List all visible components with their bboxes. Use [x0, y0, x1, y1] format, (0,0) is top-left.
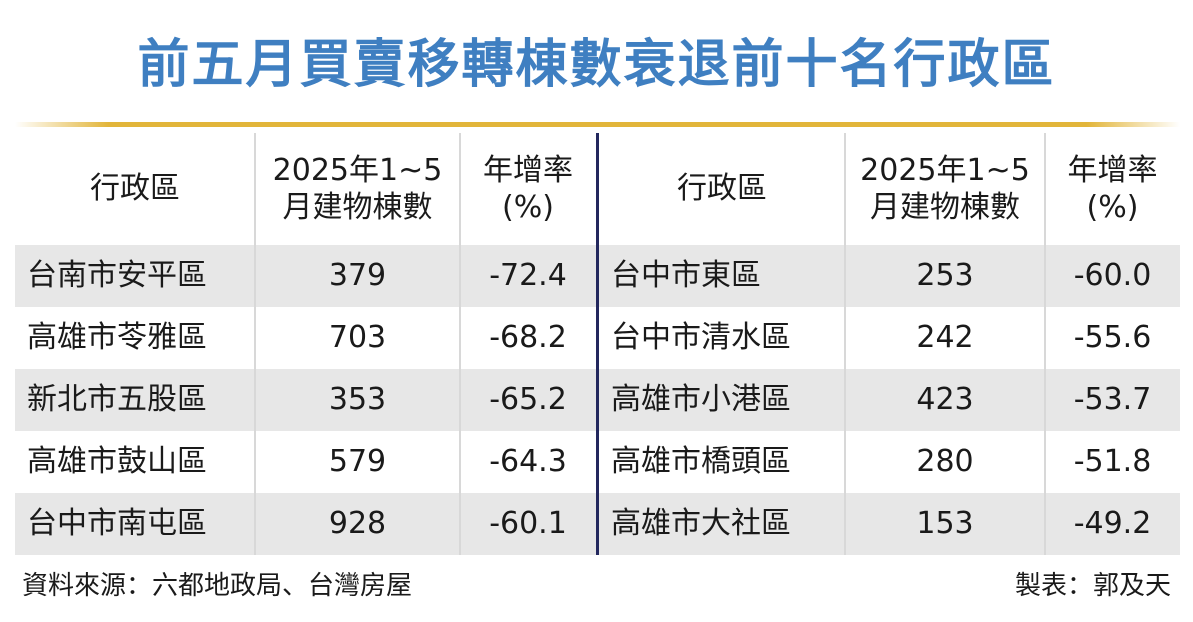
row-band — [599, 369, 1180, 431]
value-cell: 703 — [328, 320, 387, 356]
value-cell: -68.2 — [489, 320, 567, 356]
district: 高雄市苓雅區 — [27, 320, 207, 356]
district: 高雄市橋頭區 — [611, 444, 791, 480]
credit: 製表：郭及天 — [1014, 571, 1171, 601]
district: 高雄市鼓山區 — [27, 444, 207, 480]
value-cell: -53.7 — [1073, 382, 1152, 418]
value-cell: 928 — [328, 506, 387, 542]
header-cell: 行政區 — [677, 171, 767, 207]
row-band — [15, 245, 596, 307]
header-cell: 2025年1~5 月建物棟數 — [860, 152, 1030, 226]
district: 台南市安平區 — [27, 258, 207, 294]
value-cell: -72.4 — [489, 258, 567, 294]
row-band — [599, 245, 1180, 307]
value-cell: -64.3 — [489, 444, 567, 480]
source: 資料來源：六都地政局、台灣房屋 — [22, 571, 413, 601]
value-cell: 253 — [916, 258, 974, 294]
row-band — [15, 369, 596, 431]
value-cell: -60.0 — [1073, 258, 1152, 294]
gold-rule — [15, 122, 1180, 127]
value-cell: 280 — [916, 444, 974, 480]
value-cell: 353 — [328, 382, 387, 418]
table-divider — [596, 133, 599, 555]
title: 前五月買賣移轉棟數衰退前十名行政區 — [137, 35, 1056, 95]
header-cell: 行政區 — [90, 171, 180, 207]
row-band — [599, 493, 1180, 555]
column-line — [844, 133, 846, 555]
header-cell: 2025年1~5 月建物棟數 — [272, 152, 443, 226]
value-cell: 153 — [916, 506, 974, 542]
value-cell: 423 — [916, 382, 974, 418]
district: 台中市清水區 — [611, 320, 791, 356]
column-line — [254, 133, 256, 555]
value-cell: -65.2 — [489, 382, 567, 418]
value-cell: -60.1 — [489, 506, 567, 542]
district: 高雄市小港區 — [611, 382, 791, 418]
district: 台中市東區 — [611, 258, 761, 294]
header-cell: 年增率 (%) — [1067, 152, 1158, 226]
row-band — [15, 493, 596, 555]
value-cell: -49.2 — [1073, 506, 1152, 542]
column-line — [459, 133, 461, 555]
district: 高雄市大社區 — [611, 506, 791, 542]
column-line — [1044, 133, 1046, 555]
value-cell: 242 — [916, 320, 974, 356]
district: 新北市五股區 — [27, 382, 207, 418]
value-cell: 379 — [328, 258, 387, 294]
header-cell: 年增率 (%) — [483, 152, 573, 226]
value-cell: -51.8 — [1073, 444, 1152, 480]
value-cell: 579 — [328, 444, 387, 480]
district: 台中市南屯區 — [27, 506, 207, 542]
value-cell: -55.6 — [1073, 320, 1152, 356]
